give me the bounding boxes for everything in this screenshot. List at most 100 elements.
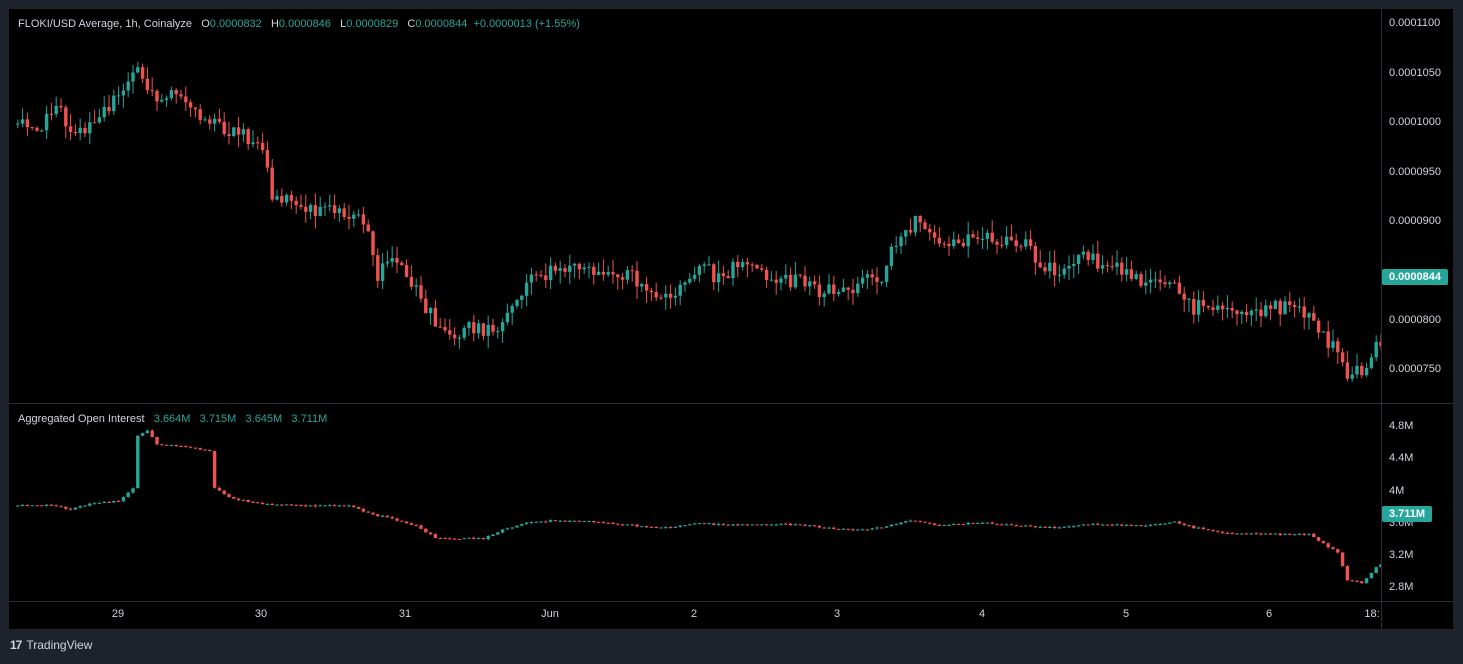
candle-body [952, 239, 956, 247]
candle-body [49, 113, 54, 115]
candle-body [299, 205, 303, 207]
candle-body [404, 265, 409, 277]
candle-body [1379, 341, 1381, 347]
candle-body [20, 119, 25, 124]
candle-body [145, 430, 150, 434]
candle-body [1254, 533, 1258, 535]
time-axis-tick[interactable]: 4 [978, 608, 986, 620]
price-axis-tick[interactable]: 0.0000800 [1389, 314, 1441, 326]
candle-body [1110, 524, 1114, 526]
pane-separator[interactable] [9, 403, 1453, 404]
candle-body [419, 285, 423, 299]
candle-body [409, 276, 414, 287]
oi-axis-tick[interactable]: 4.4M [1389, 452, 1414, 464]
time-axis-tick[interactable]: 6 [1265, 608, 1273, 620]
price-axis-tick[interactable]: 0.0000750 [1389, 363, 1441, 375]
candle-body [1268, 305, 1273, 309]
open-interest-pane[interactable]: Aggregated Open Interest 3.664M 3.715M 3… [9, 404, 1381, 601]
candle-body [947, 524, 951, 526]
candle-body [59, 506, 63, 508]
candle-body [947, 243, 951, 247]
candle-body [1249, 310, 1254, 316]
time-axis-tick[interactable]: 18: [1364, 608, 1380, 620]
candle-body [515, 299, 519, 306]
price-axis-tick[interactable]: 0.0000950 [1389, 166, 1441, 178]
time-axis-tick[interactable]: 5 [1122, 608, 1130, 620]
candle-body [1292, 534, 1297, 536]
candle-body [160, 99, 164, 102]
candle-body [280, 504, 284, 506]
candle-body [1278, 300, 1282, 315]
candle-body [1264, 305, 1268, 317]
candle-body [971, 234, 975, 238]
candle-body [462, 328, 466, 338]
candle-body [193, 107, 198, 110]
tradingview-attribution[interactable]: 17 TradingView [10, 638, 92, 652]
candle-body [592, 521, 596, 523]
candle-body [1038, 526, 1042, 528]
candle-body [731, 524, 735, 526]
candle-body [1081, 251, 1086, 255]
candle-body [1187, 525, 1191, 527]
candle-body [164, 98, 169, 100]
candle-body [1283, 301, 1287, 315]
time-axis-tick[interactable]: 29 [111, 608, 125, 620]
price-axis-tick[interactable]: 0.0001100 [1389, 17, 1441, 29]
candle-body [486, 535, 490, 540]
candle-body [20, 504, 25, 506]
candle-body [222, 121, 226, 135]
candle-body [1254, 309, 1258, 311]
candle-body [745, 524, 750, 526]
price-axis-tick[interactable]: 0.0001000 [1389, 116, 1441, 128]
candle-body [1105, 265, 1110, 267]
candle-body [438, 326, 442, 328]
price-axis-tick[interactable]: 0.0000900 [1389, 215, 1441, 227]
time-axis-tick[interactable]: 2 [690, 608, 698, 620]
candle-body [88, 503, 92, 506]
candle-body [1259, 309, 1263, 317]
candle-body [160, 444, 164, 446]
time-axis-tick[interactable]: Jun [541, 608, 559, 620]
oi-axis-tick[interactable]: 4.8M [1389, 420, 1414, 432]
candle-body [1115, 262, 1119, 267]
candle-body [385, 515, 390, 518]
candle-body [1148, 524, 1153, 526]
candle-body [1076, 254, 1081, 264]
oi-axis-tick[interactable]: 4M [1389, 485, 1405, 497]
candle-body [500, 529, 505, 533]
candle-body [1369, 357, 1374, 368]
candle-body [1086, 251, 1090, 260]
candle-body [875, 277, 879, 282]
time-axis-tick[interactable]: 3 [833, 608, 841, 620]
candle-body [808, 525, 812, 527]
candle-body [318, 206, 322, 216]
candle-body [1312, 313, 1316, 321]
candle-body [1192, 298, 1196, 315]
candle-body [515, 525, 519, 528]
oi-axis-tick[interactable]: 3.2M [1389, 549, 1414, 561]
candle-body [361, 214, 366, 225]
time-axis-separator [9, 601, 1453, 602]
legend-high-label: H [270, 18, 279, 30]
candle-body [1268, 533, 1273, 535]
price-axis-tick[interactable]: 0.0001050 [1389, 67, 1441, 79]
candle-body [136, 67, 140, 73]
chart-frame[interactable]: FLOKI/USD Average, 1h, Coinalyze O0.0000… [9, 9, 1453, 629]
time-axis-tick[interactable]: 30 [254, 608, 268, 620]
time-axis-tick[interactable]: 31 [398, 608, 412, 620]
candle-body [164, 444, 169, 446]
candle-body [208, 119, 212, 124]
candle-body [923, 222, 927, 229]
oi-axis-tick[interactable]: 2.8M [1389, 581, 1414, 593]
candle-body [1307, 313, 1311, 318]
candle-body [630, 270, 634, 272]
candle-body [1360, 365, 1364, 376]
candle-body [1115, 524, 1119, 526]
current-price-tag: 0.0000844 [1382, 269, 1448, 285]
candle-body [289, 504, 294, 506]
price-pane[interactable]: FLOKI/USD Average, 1h, Coinalyze O0.0000… [9, 9, 1381, 403]
candle-body [68, 508, 73, 510]
candle-body [1172, 282, 1177, 284]
candle-body [1177, 282, 1182, 294]
candle-body [563, 520, 567, 522]
